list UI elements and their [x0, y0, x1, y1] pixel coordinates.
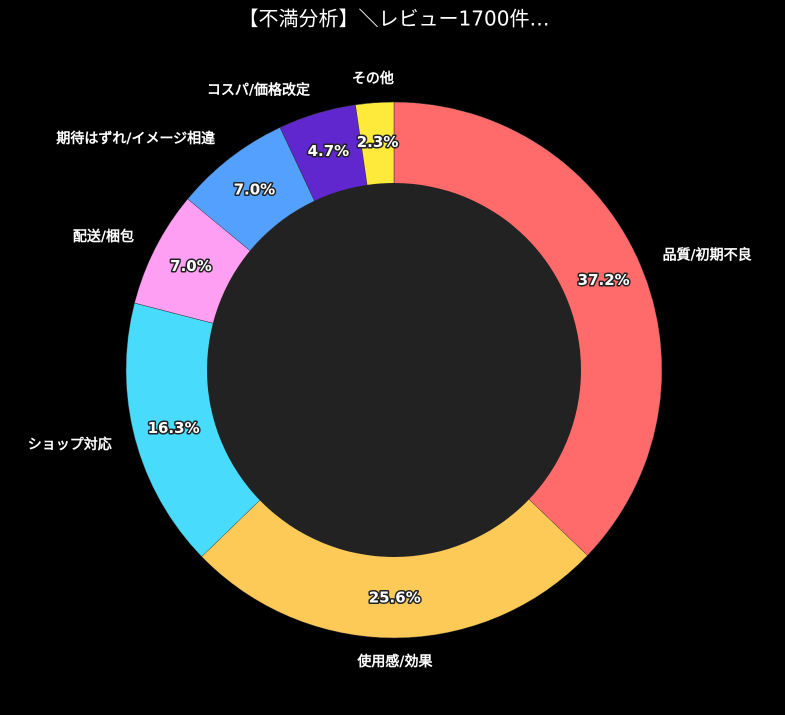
category-label: 使用感/効果	[356, 653, 433, 670]
chart-title: 【不満分析】＼レビュー1700件…	[239, 7, 550, 31]
percent-label: 2.3%	[357, 133, 399, 151]
category-label: 品質/初期不良	[663, 246, 752, 263]
percent-label: 7.0%	[170, 257, 212, 275]
category-label: コスパ/価格改定	[207, 81, 310, 98]
percent-label: 25.6%	[369, 588, 421, 606]
percent-label: 37.2%	[578, 271, 630, 289]
percent-label: 7.0%	[234, 180, 276, 198]
percent-label: 16.3%	[148, 419, 200, 437]
percent-label: 4.7%	[308, 142, 350, 160]
category-label: ショップ対応	[28, 436, 112, 453]
category-label: 期待はずれ/イメージ相違	[56, 130, 215, 147]
donut-hole	[207, 183, 581, 557]
category-label: 配送/梱包	[73, 228, 134, 245]
category-label: その他	[352, 70, 394, 87]
